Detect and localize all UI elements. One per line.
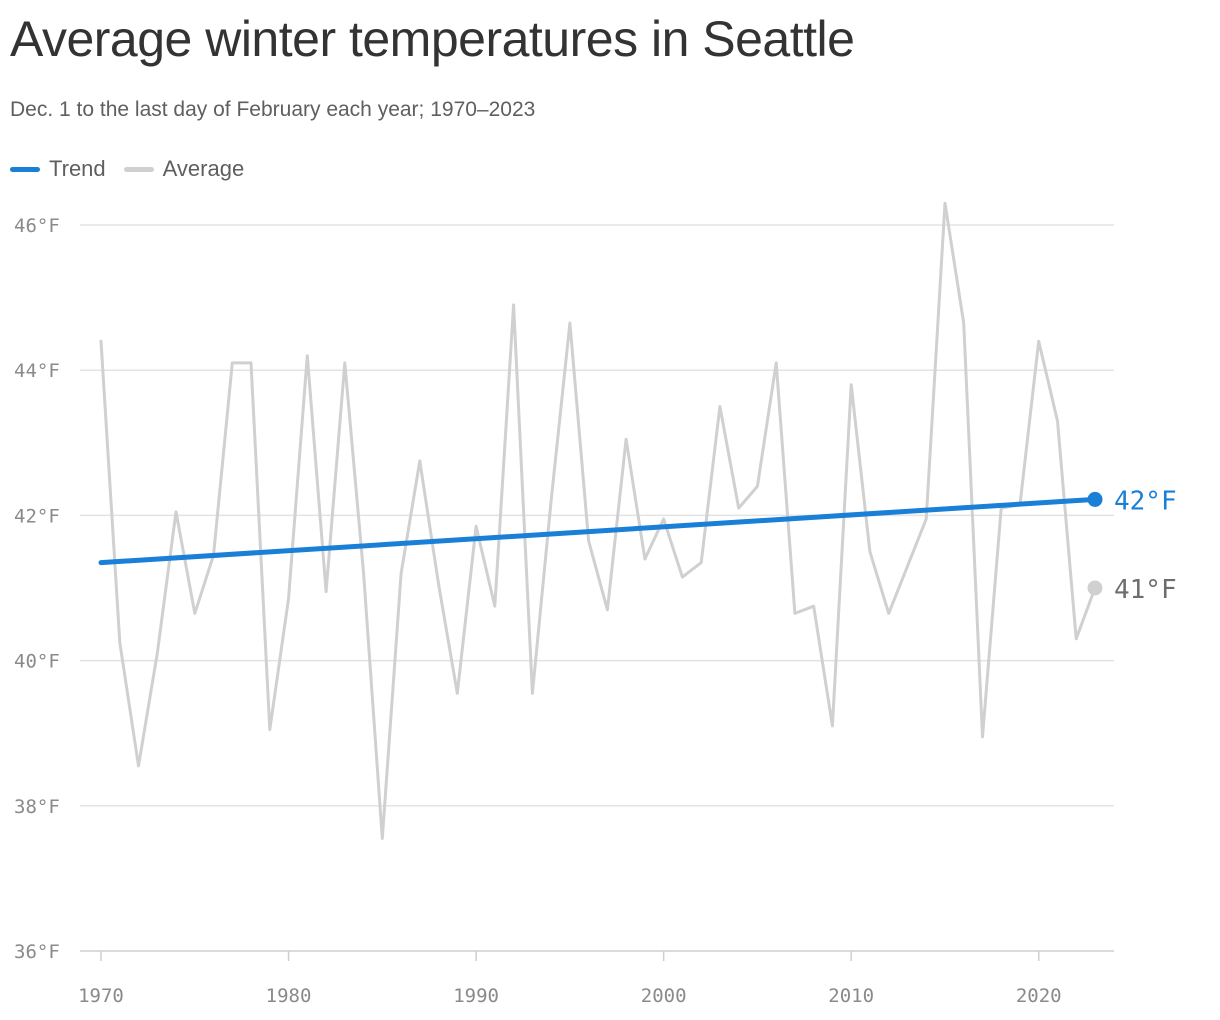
y-tick-label: 42°F [14,505,60,527]
chart-subtitle: Dec. 1 to the last day of February each … [10,98,536,121]
x-tick-label: 2000 [641,985,687,1007]
average-series-line [99,201,1097,840]
x-tick-label: 1990 [453,985,499,1007]
trend-end-point [1087,491,1103,507]
y-tick-label: 46°F [14,215,60,237]
legend-label-trend: Trend [49,156,106,181]
average-end-label: 41°F [1114,575,1177,605]
x-tick-label: 1970 [78,985,124,1007]
y-tick-label: 38°F [14,796,60,818]
average-end-point [1087,580,1103,596]
y-tick-label: 40°F [14,651,60,673]
chart-title: Average winter temperatures in Seattle [10,11,855,67]
y-tick-label: 44°F [14,360,60,382]
x-tick-label: 1980 [266,985,312,1007]
x-tick-label: 2020 [1016,985,1062,1007]
legend-swatch-average [123,166,154,172]
legend-swatch-trend [10,166,40,172]
legend-label-average: Average [162,156,245,181]
trend-series-line [98,496,1098,566]
y-tick-label: 36°F [14,941,60,963]
legend-item-average: Average [123,156,245,182]
trend-end-label: 42°F [1114,486,1177,516]
x-tick-label: 2010 [828,985,874,1007]
legend-item-trend: Trend [10,156,106,182]
legend: Trend Average [10,156,262,182]
